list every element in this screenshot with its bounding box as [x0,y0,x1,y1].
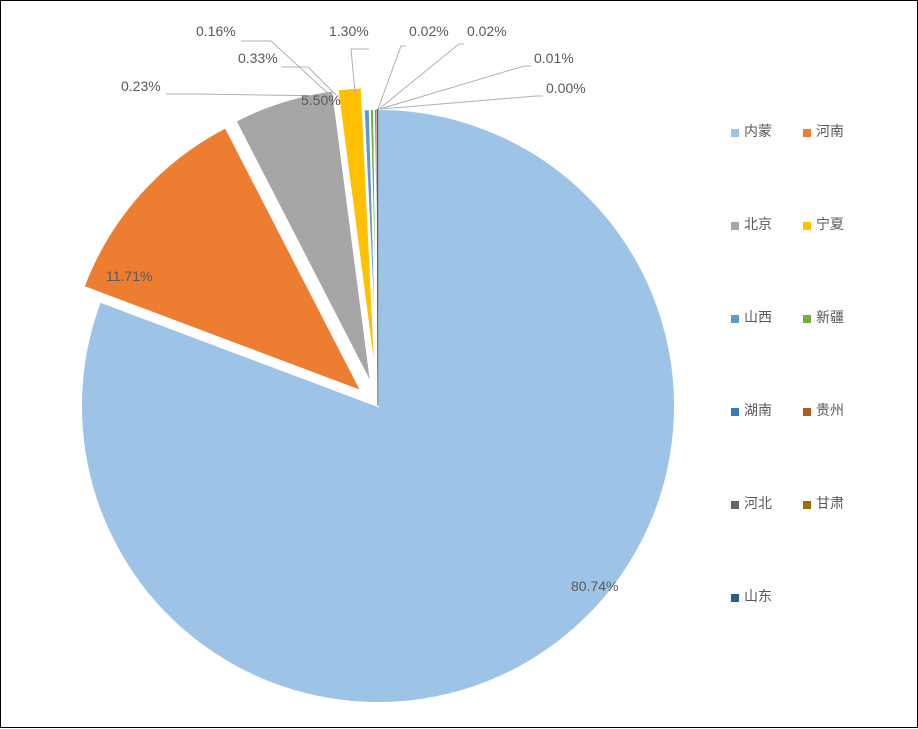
slice-label: 11.71% [106,268,152,284]
legend-label: 新疆 [816,309,844,325]
legend-swatch [803,315,811,323]
legend-swatch [731,129,739,137]
legend-label: 湖南 [744,402,772,418]
legend-label: 山东 [744,588,772,604]
slice-label: 5.50% [301,92,341,108]
legend-label: 宁夏 [816,216,844,232]
legend-label: 河北 [744,495,772,511]
slice-label: 80.74% [571,578,618,594]
slice-label: 0.16% [196,23,236,39]
slice-label: 0.33% [238,50,278,66]
leader-line [378,46,406,109]
legend-label: 内蒙 [744,123,772,139]
legend-label: 贵州 [816,402,844,418]
legend-swatch [731,222,739,230]
slice-label: 1.30% [329,23,369,39]
legend-swatch [803,222,811,230]
legend-label: 甘肃 [816,495,844,511]
legend-swatch [803,408,811,416]
legend-swatch [803,501,811,509]
legend-label: 山西 [744,309,772,325]
slice-label: 0.23% [121,78,161,94]
slice-label: 0.02% [409,23,449,39]
slice-label: 0.00% [546,80,586,96]
legend-swatch [731,594,739,602]
legend-label: 北京 [744,216,772,232]
legend-swatch [731,408,739,416]
legend-label: 河南 [816,123,844,139]
pie-chart: 80.74% 11.71% 5.50% 1.30% 0.33% 0.23% 0.16% 0.0… [1,1,918,729]
legend-swatch [803,129,811,137]
leader-line [381,96,543,109]
slice-label: 0.01% [534,50,574,66]
leader-line [351,49,369,93]
slice-label: 0.02% [467,23,507,39]
leader-line [379,44,464,109]
legend-swatch [731,315,739,323]
chart-frame: 80.74% 11.71% 5.50% 1.30% 0.33% 0.23% 0.16% 0.0… [0,0,918,728]
legend-swatch [731,501,739,509]
